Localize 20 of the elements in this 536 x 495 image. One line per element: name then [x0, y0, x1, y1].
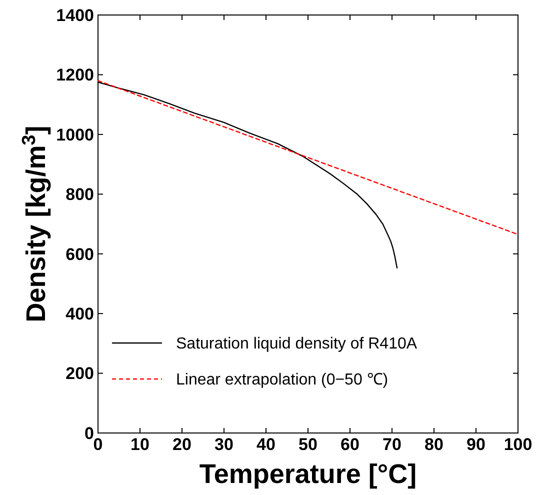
x-tick-label: 40	[256, 435, 276, 454]
y-tick-label: 600	[66, 244, 94, 264]
x-tick-label: 90	[466, 435, 486, 454]
y-tick-label: 800	[66, 185, 94, 204]
x-tick-label: 10	[130, 435, 150, 454]
y-tick-label: 1200	[56, 66, 94, 85]
x-tick-label: 100	[504, 435, 532, 454]
y-tick-label: 1400	[56, 6, 94, 25]
x-axis-title: Temperature [°C]	[199, 459, 417, 489]
x-tick-label: 50	[298, 435, 318, 454]
x-tick-label: 80	[424, 435, 444, 454]
y-tick-label: 400	[66, 304, 94, 324]
x-tick-label: 70	[382, 435, 402, 454]
x-tick-label: 60	[340, 435, 360, 454]
x-tick-label: 30	[214, 435, 234, 454]
y-tick-label: 200	[66, 364, 94, 384]
x-tick-label: 20	[172, 435, 192, 454]
legend-label: Saturation liquid density of R410A	[176, 336, 418, 353]
y-tick-label: 1000	[56, 125, 94, 144]
legend-label: Linear extrapolation (0−50 ℃)	[176, 372, 388, 389]
